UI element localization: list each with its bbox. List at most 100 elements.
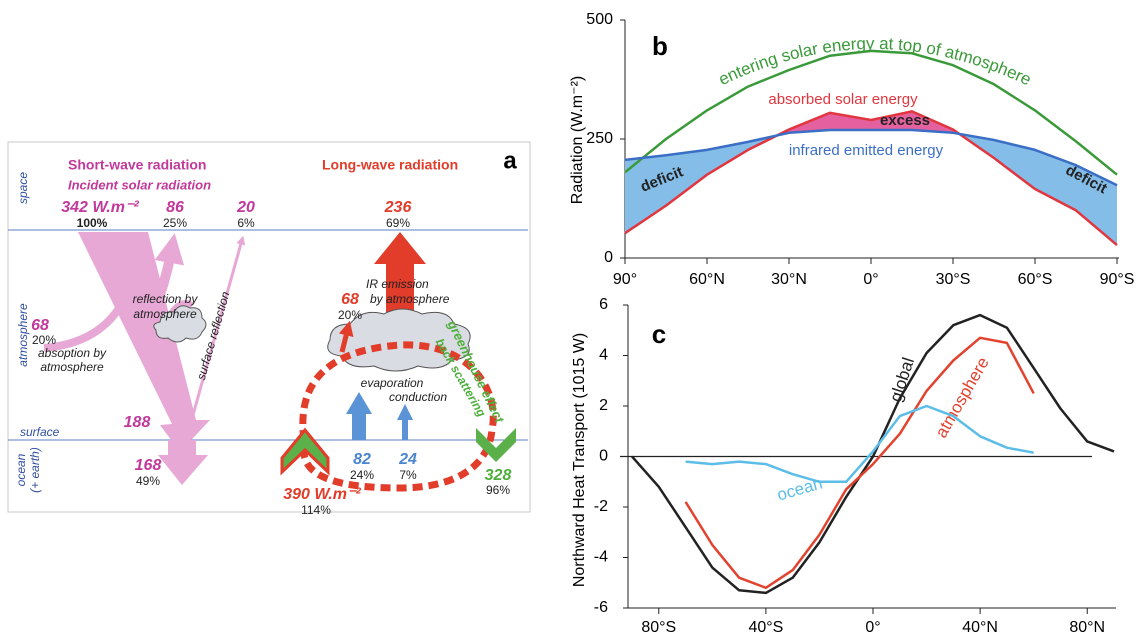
absorption-arrow bbox=[43, 298, 128, 352]
energy-loop bbox=[299, 341, 497, 492]
series-line bbox=[624, 128, 1118, 187]
flux-value: 68 bbox=[341, 291, 359, 308]
flux-value: 188 bbox=[124, 414, 151, 431]
y-tick-label: -6 bbox=[594, 599, 608, 616]
panel-a: a Short-wave radiation Incident solar ra… bbox=[7, 141, 531, 517]
evaporation-arrow-head bbox=[346, 392, 372, 414]
series-label: ocean bbox=[775, 474, 825, 505]
y-tick-label: 6 bbox=[599, 296, 608, 313]
flux-percent: 20% bbox=[338, 308, 362, 322]
emission-chevron bbox=[280, 427, 330, 476]
x-tick-label: 0° bbox=[865, 619, 880, 636]
panel-label: b bbox=[652, 31, 668, 61]
flux-label: conduction bbox=[389, 390, 447, 404]
flux-value: 20 bbox=[236, 199, 255, 216]
flux-value: 328 bbox=[485, 467, 512, 484]
ir-absorbed-arrow bbox=[338, 320, 354, 353]
y-axis-label: Radiation (W.m⁻²) bbox=[569, 76, 586, 204]
x-tick-label: 0° bbox=[863, 271, 878, 288]
layer-label: surface bbox=[20, 425, 60, 439]
y-tick-label: 250 bbox=[586, 130, 613, 147]
flux-label: evaporation bbox=[361, 376, 424, 390]
ir-arrow-head bbox=[374, 232, 426, 264]
flux-percent: 25% bbox=[163, 216, 187, 230]
series-line bbox=[684, 336, 1035, 590]
series-label: absorbed solar energy bbox=[768, 91, 918, 108]
flux-percent: 20% bbox=[32, 333, 56, 347]
flux-label: reflection by bbox=[133, 292, 199, 306]
cloud bbox=[153, 305, 207, 343]
flux-value: 86 bbox=[166, 199, 184, 216]
x-tick-label: 80°S bbox=[641, 619, 676, 636]
panel-label: a bbox=[503, 147, 517, 174]
flux-value: 24 bbox=[398, 451, 417, 468]
long-wave-title: Long-wave radiation bbox=[322, 157, 458, 173]
x-tick-label: 60°N bbox=[689, 271, 725, 288]
layer-label: space bbox=[16, 172, 30, 204]
flux-value: 236 bbox=[384, 199, 412, 216]
flux-label: atmosphere bbox=[40, 360, 104, 374]
y-tick-label: 500 bbox=[586, 11, 613, 28]
annotation: excess bbox=[880, 112, 930, 129]
flux-percent: 96% bbox=[486, 483, 510, 497]
short-wave-subtitle: Incident solar radiation bbox=[68, 177, 211, 192]
surface-reflection-arrow bbox=[184, 235, 246, 441]
x-tick-label: 80°N bbox=[1069, 619, 1105, 636]
flux-percent: 49% bbox=[136, 474, 160, 488]
x-tick-label: 90°S bbox=[1100, 271, 1135, 288]
panel-label-box bbox=[642, 30, 678, 64]
flux-percent: 114% bbox=[301, 503, 331, 517]
y-tick-label: 0 bbox=[599, 448, 608, 465]
flux-label: by atmosphere bbox=[370, 292, 450, 306]
flux-label: absoption by bbox=[38, 346, 107, 360]
flux-label: atmosphere bbox=[133, 307, 197, 321]
series-line bbox=[624, 110, 1118, 247]
layer-label: atmosphere bbox=[16, 303, 30, 367]
flux-value: 342 W.m⁻² bbox=[61, 199, 139, 216]
chart: -6 -4 -2 0 2 4 6 80°S 40°S 0° 40°N 80°N Northward He… bbox=[571, 296, 1116, 636]
series-label: atmosphere bbox=[931, 354, 992, 441]
flux-percent: 7% bbox=[399, 468, 417, 482]
layer-label: (+ earth) bbox=[28, 447, 42, 493]
series-line bbox=[624, 49, 1118, 176]
deficit-area bbox=[625, 129, 1117, 246]
conduction-arrow-body bbox=[402, 418, 408, 440]
y-tick-label: 4 bbox=[599, 347, 608, 364]
x-tick-label: 40°N bbox=[962, 619, 998, 636]
flux-percent: 24% bbox=[350, 468, 374, 482]
y-tick-label: -2 bbox=[594, 498, 608, 515]
panel-label: c bbox=[652, 319, 666, 349]
atmosphere-reflection-arrow bbox=[145, 233, 185, 321]
flux-value: 68 bbox=[31, 317, 49, 334]
x-tick-label: 60°S bbox=[1018, 271, 1053, 288]
x-tick-label: 40°S bbox=[748, 619, 783, 636]
layer-label: ocean bbox=[14, 453, 28, 486]
series-label: global bbox=[886, 355, 918, 404]
ocean-arrow bbox=[158, 440, 208, 485]
conduction-arrow-head bbox=[397, 404, 413, 420]
x-tick-label: 90° bbox=[613, 271, 637, 288]
series-line bbox=[631, 313, 1115, 595]
y-axis-label: Northward Heat Transport (1015 W) bbox=[571, 333, 588, 587]
charts: 0 250 500 90° 60°N 30°N 0° 30°S 60°S 90°S Radiatio… bbox=[569, 11, 1134, 636]
series-label: infrared emitted energy bbox=[789, 142, 944, 159]
evaporation-arrow-body bbox=[352, 412, 366, 440]
y-tick-label: -4 bbox=[594, 549, 608, 566]
flux-value: 390 W.m⁻² bbox=[283, 486, 361, 503]
y-tick-label: 0 bbox=[604, 249, 613, 266]
chart: 0 250 500 90° 60°N 30°N 0° 30°S 60°S 90°S Radiatio… bbox=[569, 11, 1134, 288]
x-tick-label: 30°N bbox=[771, 271, 807, 288]
back-radiation-chevron bbox=[476, 428, 516, 462]
short-wave-title: Short-wave radiation bbox=[68, 157, 206, 173]
flux-percent: 6% bbox=[237, 216, 255, 230]
x-tick-label: 30°S bbox=[936, 271, 971, 288]
cloud bbox=[327, 308, 471, 372]
series-line bbox=[685, 404, 1034, 484]
panel-label-box bbox=[642, 318, 676, 352]
y-tick-label: 2 bbox=[599, 397, 608, 414]
flux-percent: 69% bbox=[386, 216, 410, 230]
flux-percent: 100% bbox=[77, 216, 108, 230]
flux-label: IR emission bbox=[366, 277, 429, 291]
